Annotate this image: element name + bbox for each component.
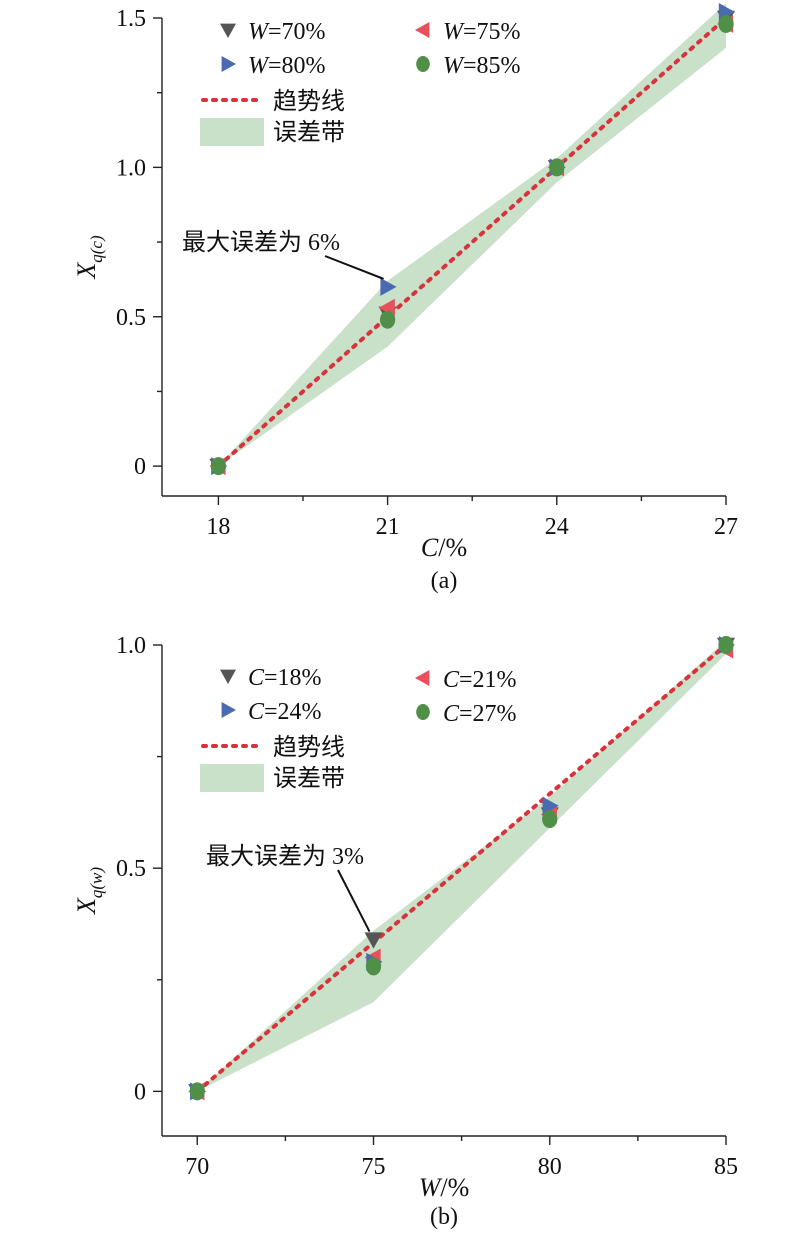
- legend-marker: [220, 669, 236, 684]
- error-band: [218, 3, 726, 467]
- legend-label: W=80%: [248, 53, 326, 79]
- data-point: [379, 310, 396, 329]
- legend-label-var: C: [443, 701, 460, 727]
- legend-label-var: C: [248, 699, 265, 725]
- legend-trend-label: 趋势线: [273, 734, 345, 761]
- legend-marker: [416, 56, 430, 72]
- x-tick-label: 27: [714, 514, 738, 540]
- x-tick-label: 24: [545, 514, 569, 540]
- y-axis-title: Xq(w): [72, 867, 106, 915]
- legend-band-swatch: [200, 764, 264, 792]
- legend-marker: [416, 704, 430, 720]
- legend-label-var: W: [248, 53, 270, 79]
- y-axis-title-var: X: [72, 262, 101, 280]
- legend-label-val: =70%: [268, 19, 326, 45]
- legend-label: W=70%: [248, 19, 326, 45]
- y-axis-title-sub: q(w): [87, 867, 106, 899]
- annotation-arrow: [324, 255, 384, 280]
- legend-label-var: W: [248, 19, 270, 45]
- legend-label-var: C: [443, 667, 460, 693]
- legend-label-val: =27%: [459, 701, 517, 727]
- data-point: [542, 810, 558, 829]
- trend-line: [216, 16, 728, 469]
- data-point: [189, 1082, 205, 1101]
- legend-marker: [221, 702, 236, 718]
- legend-marker: [415, 22, 430, 38]
- data-point: [718, 636, 734, 654]
- x-axis-title: W/%: [419, 1173, 470, 1202]
- legend-band-swatch: [200, 118, 264, 146]
- y-axis-title-var: X: [72, 897, 101, 915]
- x-axis-title-var: W: [419, 1173, 443, 1202]
- panel-caption: (b): [430, 1204, 458, 1230]
- data-point: [365, 957, 382, 976]
- legend-label: W=85%: [443, 53, 521, 79]
- x-tick-label: 80: [538, 1154, 562, 1180]
- legend-band-label: 误差带: [273, 765, 345, 792]
- annotation-text: 最大误差为 6%: [182, 229, 340, 256]
- x-tick-label: 70: [185, 1154, 209, 1180]
- legend-label-val: =21%: [459, 667, 517, 693]
- legend-label-val: =18%: [264, 665, 322, 691]
- data-point: [718, 14, 734, 33]
- x-axis-title-unit: /%: [438, 533, 467, 562]
- legend-marker: [221, 56, 236, 72]
- legend-band-label: 误差带: [273, 119, 345, 146]
- data-point: [364, 932, 383, 949]
- data-point: [210, 457, 227, 476]
- annotation-text: 最大误差为 3%: [206, 843, 364, 870]
- legend-trend-label: 趋势线: [273, 88, 345, 115]
- x-axis-title-var: C: [421, 533, 439, 562]
- annotation-arrow: [337, 869, 371, 933]
- legend-marker: [415, 670, 430, 686]
- x-axis-title-unit: /%: [440, 1173, 469, 1202]
- legend-label-val: =85%: [463, 53, 521, 79]
- x-tick-label: 85: [714, 1154, 738, 1180]
- legend-label-val: =80%: [268, 53, 326, 79]
- data-point: [542, 796, 559, 815]
- x-tick-label: 21: [376, 514, 400, 540]
- data-point: [549, 158, 565, 177]
- legend-label: W=75%: [443, 19, 521, 45]
- y-tick-label: 0.5: [116, 856, 146, 882]
- legend-label-var: W: [443, 19, 465, 45]
- legend-label-val: =24%: [264, 699, 322, 725]
- panel-caption: (a): [431, 568, 458, 594]
- y-axis-title-sub: q(c): [87, 235, 106, 263]
- x-axis-title: C/%: [421, 533, 467, 562]
- y-axis-title: Xq(c): [72, 235, 106, 280]
- y-tick-label: 1.5: [116, 6, 146, 32]
- data-point: [380, 277, 397, 296]
- legend-label: C=27%: [443, 701, 517, 727]
- x-tick-label: 18: [206, 514, 230, 540]
- legend-label: C=18%: [248, 665, 322, 691]
- x-tick-label: 75: [362, 1154, 386, 1180]
- legend-label-val: =75%: [463, 19, 521, 45]
- y-tick-label: 0: [134, 1079, 146, 1105]
- legend-label: C=24%: [248, 699, 322, 725]
- y-tick-label: 1.0: [116, 155, 146, 181]
- legend-label-var: C: [248, 665, 265, 691]
- legend-marker: [220, 23, 236, 38]
- legend-label: C=21%: [443, 667, 517, 693]
- y-tick-label: 0: [134, 454, 146, 480]
- legend-label-var: W: [443, 53, 465, 79]
- y-tick-label: 1.0: [116, 633, 146, 659]
- y-tick-label: 0.5: [116, 305, 146, 331]
